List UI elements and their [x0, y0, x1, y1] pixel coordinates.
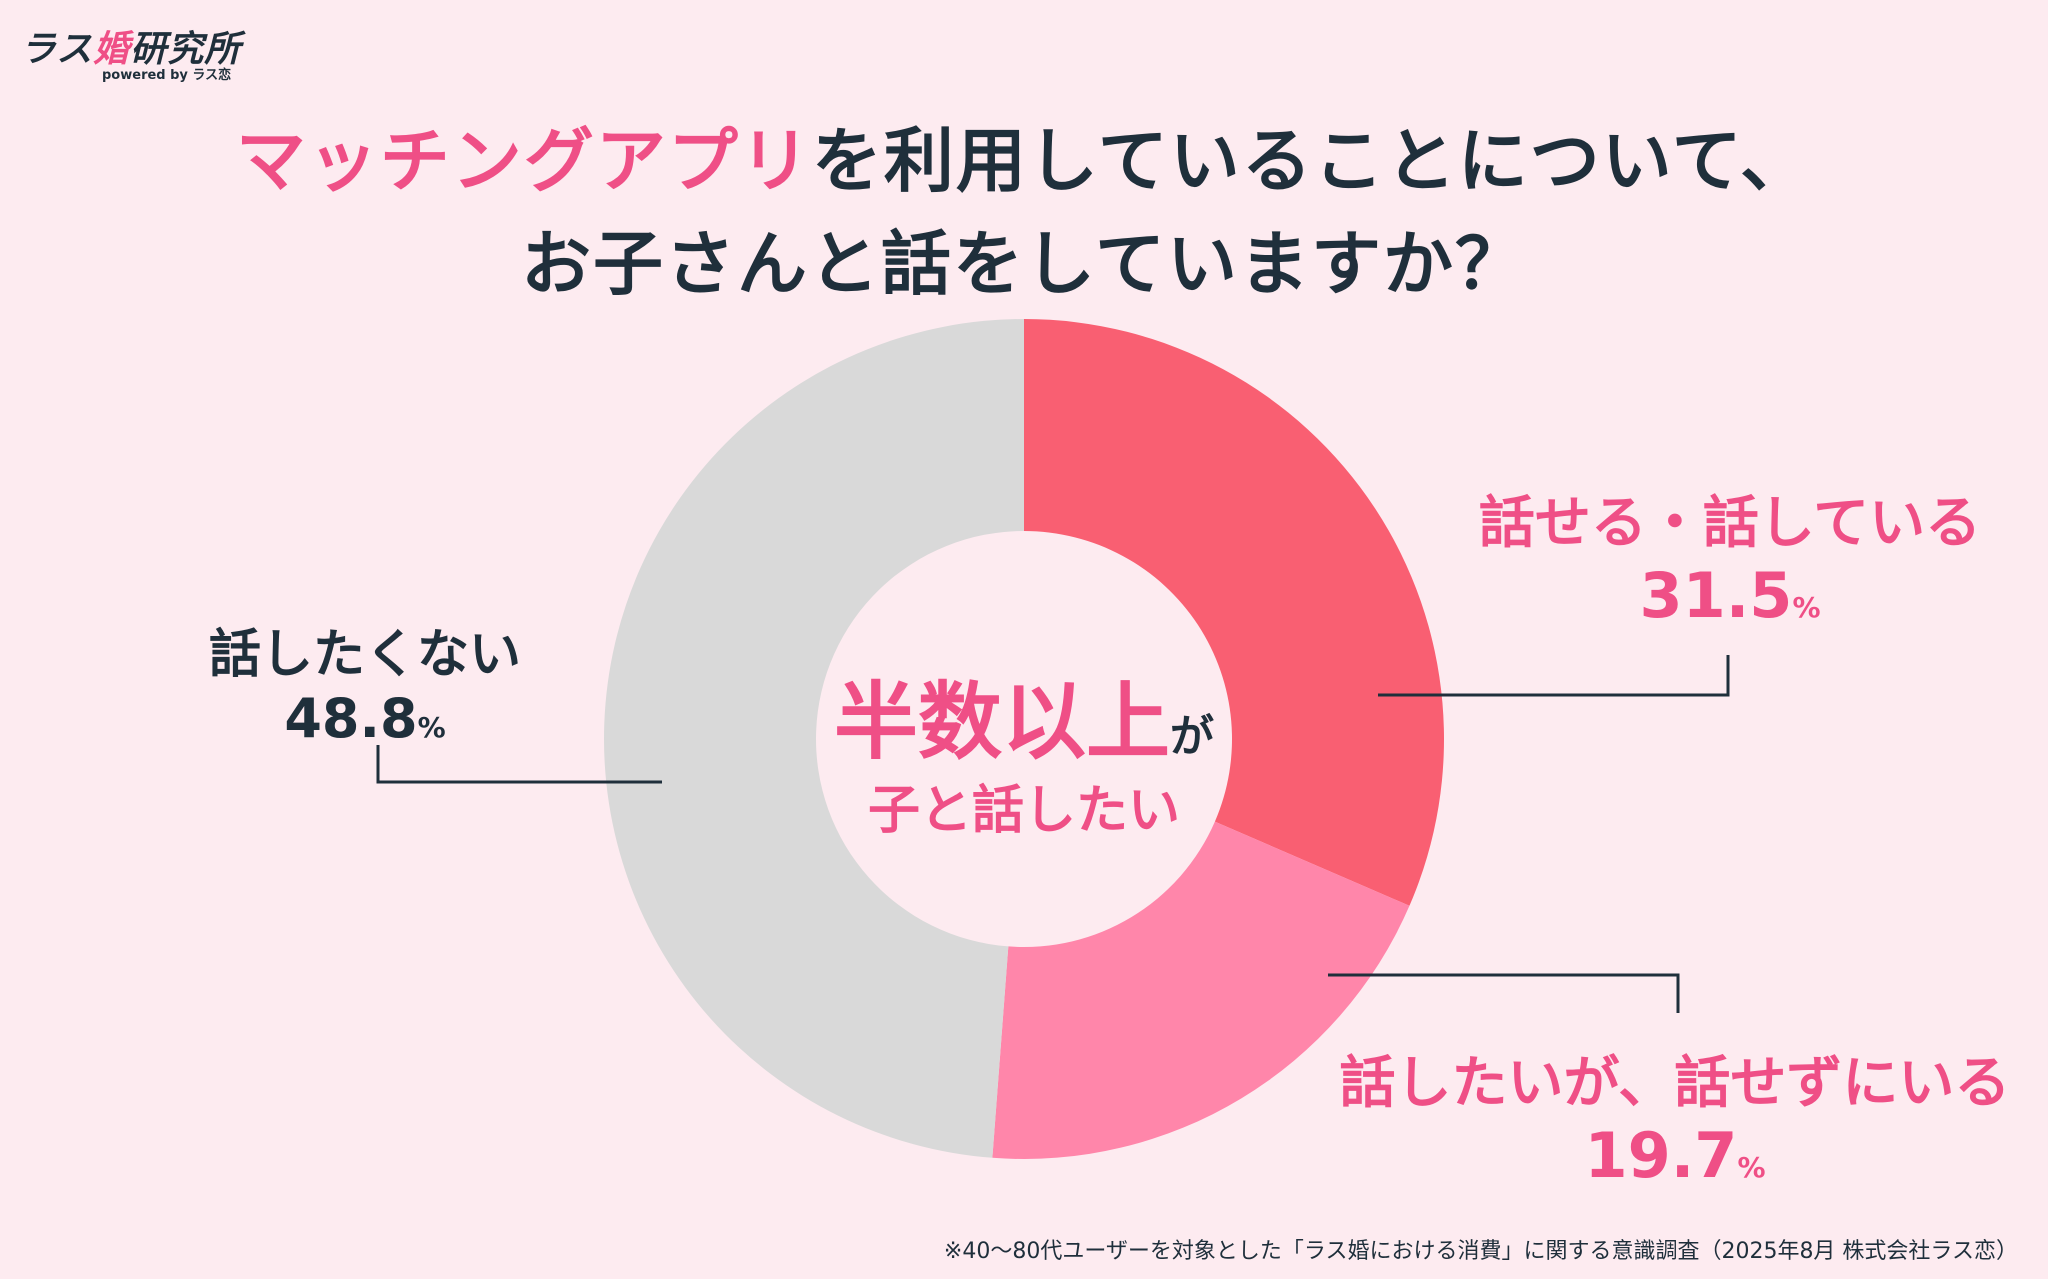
- percent-label: 48.8%: [284, 687, 446, 750]
- center-subheadline: 子と話したい: [867, 781, 1180, 841]
- logo-wordmark: ラス婚研究所: [20, 29, 242, 70]
- center-headline: 半数以上が: [833, 673, 1214, 771]
- category-label: 話せる・話している: [1478, 491, 1982, 556]
- data-label-want-but-cant: 話したいが、話せずにいる 19.7%: [1330, 1038, 2020, 1193]
- category-label: 話したくない: [208, 625, 521, 685]
- category-label: 話したいが、話せずにいる: [1339, 1051, 2011, 1116]
- slice-dont-want: [603, 319, 1024, 1158]
- data-label-dont-want: 話したくない 48.8%: [205, 612, 525, 752]
- title-line1-rest: を利用していることについて、: [811, 120, 1813, 202]
- title-highlight: マッチングアプリ: [235, 120, 812, 202]
- logo: ラス婚研究所 powered by ラス恋: [20, 20, 310, 83]
- slice-want-but-cant: [992, 821, 1410, 1159]
- percent-label: 31.5%: [1639, 559, 1821, 632]
- leader-line-want-but-cant: [1328, 973, 1680, 1013]
- logo-powered-by: powered by ラス恋: [102, 68, 232, 83]
- chart-title-line1: マッチングアプリを利用していることについて、: [0, 105, 2048, 206]
- chart-title-line2: お子さんと話をしていますか？: [521, 223, 1527, 305]
- leader-line-dont-want: [376, 745, 662, 784]
- source-footnote: ※40〜80代ユーザーを対象とした「ラス婚における消費」に関する意識調査（202…: [943, 1239, 2018, 1264]
- percent-label: 19.7%: [1584, 1119, 1766, 1192]
- data-label-talking: 話せる・話している 31.5%: [1455, 478, 2005, 633]
- slice-talking: [1024, 319, 1444, 906]
- leader-line-talking: [1378, 655, 1730, 697]
